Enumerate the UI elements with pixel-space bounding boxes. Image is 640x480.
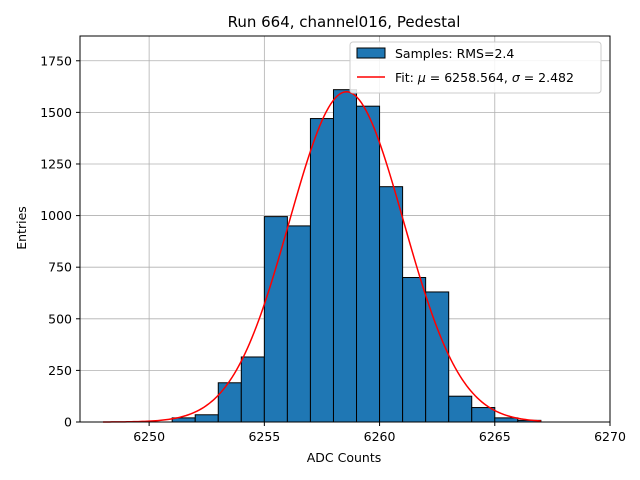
y-tick-label: 1000 xyxy=(40,208,72,223)
legend-swatch-samples xyxy=(356,47,386,59)
y-axis-label: Entries xyxy=(14,206,29,250)
y-tick-label: 750 xyxy=(48,260,72,275)
fit-curve xyxy=(103,90,541,423)
y-tick-label: 250 xyxy=(48,363,72,378)
y-tick-label: 1250 xyxy=(40,156,72,171)
y-tick-label: 500 xyxy=(48,311,72,326)
histogram-bar xyxy=(332,89,358,423)
y-ticks: 0 250 500 750 1000 1250 1500 1750 xyxy=(40,53,80,430)
histogram-bar xyxy=(309,118,334,423)
histogram-bar xyxy=(494,417,519,423)
x-axis-label: ADC Counts xyxy=(307,450,382,465)
legend: Samples: RMS=2.4 Fit: μ = 6258.564, σ = … xyxy=(349,41,602,94)
histogram-bar xyxy=(471,407,496,423)
histogram-bar xyxy=(379,186,404,423)
chart-title: Run 664, channel016, Pedestal xyxy=(228,13,461,31)
histogram-bar xyxy=(263,216,288,423)
y-tick-label: 0 xyxy=(64,415,72,430)
x-tick-label: 6260 xyxy=(364,429,396,444)
legend-box xyxy=(349,41,602,94)
histogram-bar xyxy=(402,277,427,423)
histogram-bars xyxy=(171,89,542,423)
legend-label-fit: Fit: μ = 6258.564, σ = 2.482 xyxy=(395,70,574,85)
y-tick-label: 1500 xyxy=(40,105,72,120)
histogram-bar xyxy=(217,382,242,423)
x-tick-label: 6250 xyxy=(133,429,165,444)
histogram-bar xyxy=(448,395,473,423)
x-tick-label: 6255 xyxy=(248,429,280,444)
axes-frame xyxy=(79,35,611,423)
x-tick-label: 6270 xyxy=(594,429,626,444)
legend-label-samples: Samples: RMS=2.4 xyxy=(395,46,514,61)
x-ticks: 6250 6255 6260 6265 6270 xyxy=(133,422,626,444)
histogram-bar xyxy=(194,414,219,423)
y-tick-label: 1750 xyxy=(40,53,72,68)
histogram-bar xyxy=(425,291,450,423)
x-tick-label: 6265 xyxy=(479,429,511,444)
histogram-bar xyxy=(240,356,265,423)
histogram-bar xyxy=(286,225,311,423)
histogram-bar xyxy=(356,105,381,423)
